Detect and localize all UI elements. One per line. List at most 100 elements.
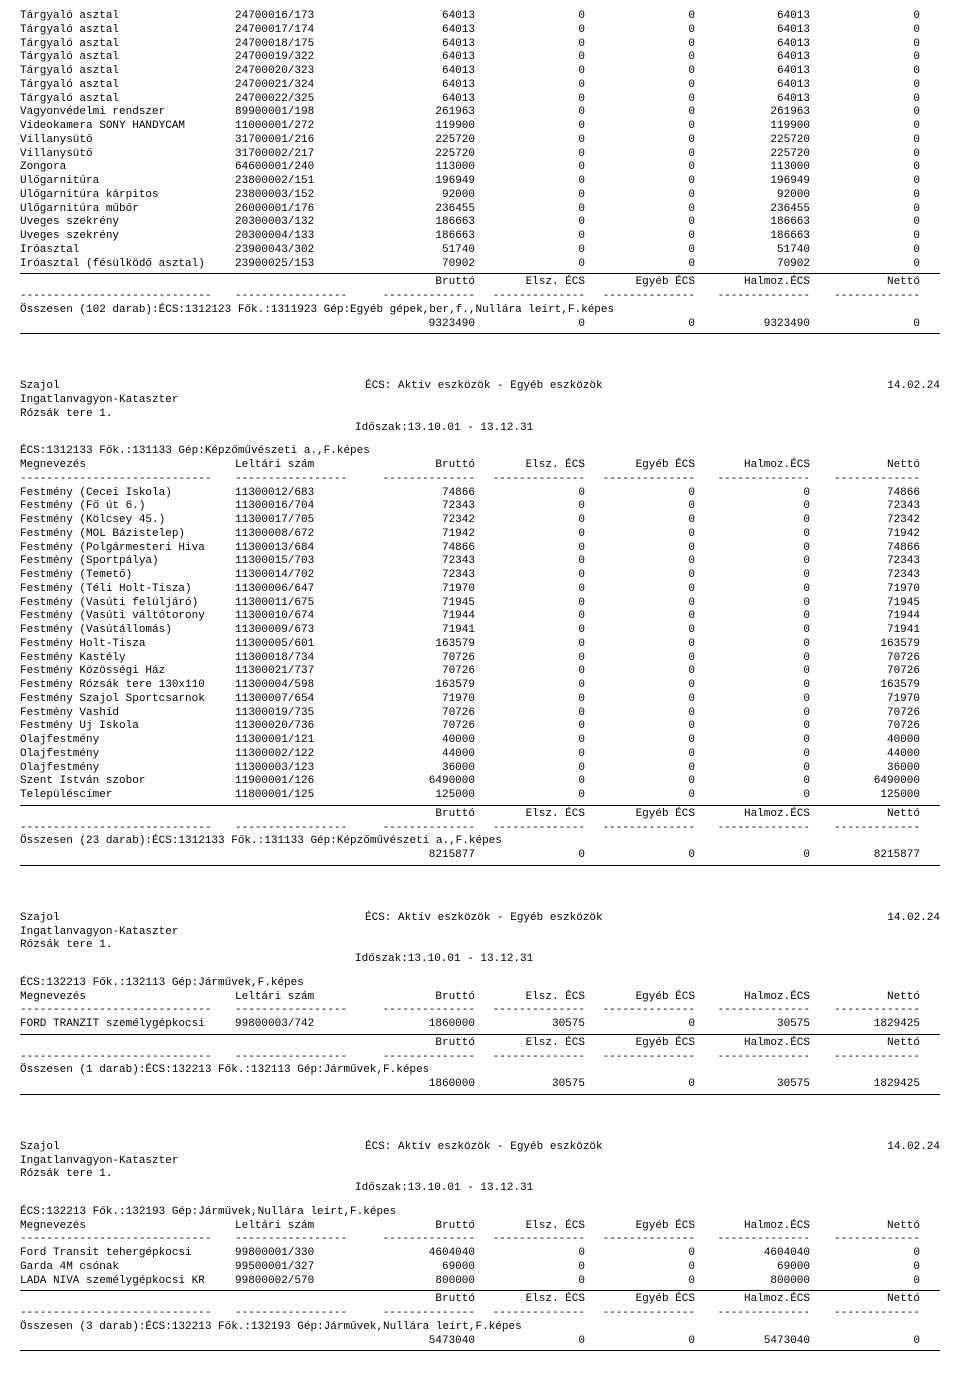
sum-row: 82158770008215877 [20, 849, 940, 863]
hdr-megnevezes: Megnevezés [20, 991, 235, 1005]
table-row: Íróasztal (fésülködő asztal)23900025/153… [20, 258, 940, 272]
hdr-elsz: Elsz. ÉCS [475, 1220, 585, 1234]
hdr-brutto: Bruttó [355, 1220, 475, 1234]
sum-line: Összesen (102 darab):ÉCS:1312123 Fők.:13… [20, 304, 940, 318]
page-subheader: Rózsák tere 1. [20, 408, 940, 422]
column-header: MegnevezésLeltári számBruttóElsz. ÉCSEgy… [20, 1220, 940, 1234]
table-row: Ülőgarnitúra kárpitos23800003/1529200000… [20, 189, 940, 203]
divider [20, 805, 940, 806]
sum-line: Összesen (1 darab):ÉCS:132213 Fők.:13211… [20, 1064, 940, 1078]
divider [20, 1034, 940, 1035]
page-header: SzajolÉCS: Aktív eszközök - Egyéb eszköz… [20, 1141, 940, 1155]
table-row: Tárgyaló asztal24700017/1746401300640130 [20, 24, 940, 38]
divider: ----------------------------------------… [20, 1051, 940, 1065]
divider [20, 1290, 940, 1291]
hdr-elsz: Elsz. ÉCS [475, 991, 585, 1005]
hdr-netto: Nettó [810, 991, 920, 1005]
table-row: Olajfestmény11300001/1214000000040000 [20, 734, 940, 748]
divider: ----------------------------------------… [20, 290, 940, 304]
page-header: SzajolÉCS: Aktív eszközök - Egyéb eszköz… [20, 380, 940, 394]
hdr-halmoz: Halmoz.ÉCS [695, 459, 810, 473]
table-row: Üveges szekrény20300004/1331866630018666… [20, 230, 940, 244]
divider: ----------------------------------------… [20, 822, 940, 836]
table-row: Festmény (Téli Holt-Tisza)11300006/64771… [20, 583, 940, 597]
hdr-egyeb: Egyéb ÉCS [585, 459, 695, 473]
hdr-leltari: Leltári szám [235, 459, 355, 473]
divider: ----------------------------------------… [20, 1307, 940, 1321]
divider: ----------------------------------------… [20, 1004, 940, 1018]
hdr-megnevezes: Megnevezés [20, 1220, 235, 1234]
table-row: Garda 4M csónak99500001/3276900000690000 [20, 1261, 940, 1275]
table-row: Településcímer11800001/12512500000012500… [20, 789, 940, 803]
group-title: ÉCS:132213 Fők.:132193 Gép:Járművek,Null… [20, 1206, 940, 1220]
hdr-brutto: Bruttó [355, 991, 475, 1005]
hdr-leltari: Leltári szám [235, 991, 355, 1005]
table-row: Festmény Új Iskola11300020/7367072600070… [20, 720, 940, 734]
page-header: SzajolÉCS: Aktív eszközök - Egyéb eszköz… [20, 912, 940, 926]
table-row: Festmény (Vasútállomás)11300009/67371941… [20, 624, 940, 638]
table-row: LADA NIVA személygépkocsi KR99800002/570… [20, 1275, 940, 1289]
table-row: Festmény Kastély11300018/734707260007072… [20, 652, 940, 666]
period-line: Időszak:13.10.01 - 13.12.31 [20, 1182, 940, 1196]
table-row: Ford Transit tehergépkocsi99800001/33046… [20, 1247, 940, 1261]
page-subheader: Rózsák tere 1. [20, 939, 940, 953]
hdr-egyeb: Egyéb ÉCS [585, 991, 695, 1005]
subtotal-header: BruttóElsz. ÉCSEgyéb ÉCSHalmoz.ÉCSNettó [20, 276, 940, 290]
sum-row: 1860000305750305751829425 [20, 1078, 940, 1092]
table-row: Tárgyaló asztal24700019/3226401300640130 [20, 51, 940, 65]
table-row: Festmény Rózsák tere 130x11011300004/598… [20, 679, 940, 693]
table-row: Festmény Közösségi Ház11300021/737707260… [20, 665, 940, 679]
subtotal-header: BruttóElsz. ÉCSEgyéb ÉCSHalmoz.ÉCSNettó [20, 1037, 940, 1051]
table-row: Festmény (MOL Bázistelep)11300008/672719… [20, 528, 940, 542]
hdr-halmoz: Halmoz.ÉCS [695, 991, 810, 1005]
table-row: Ülőgarnitúra23800002/151196949001969490 [20, 175, 940, 189]
page-subheader: Ingatlanvagyon-Kataszter [20, 394, 940, 408]
table-row: Villanysütő31700002/217225720002257200 [20, 148, 940, 162]
period-line: Időszak:13.10.01 - 13.12.31 [20, 953, 940, 967]
hdr-halmoz: Halmoz.ÉCS [695, 1220, 810, 1234]
divider [20, 1350, 940, 1351]
table-row: FORD TRANZIT személygépkocsi99800003/742… [20, 1018, 940, 1032]
page-subheader: Rózsák tere 1. [20, 1168, 940, 1182]
table-row: Festmény (Fő út 6.)11300016/704723430007… [20, 500, 940, 514]
table-row: Festmény (Cecei Iskola)11300012/68374866… [20, 487, 940, 501]
page-subheader: Ingatlanvagyon-Kataszter [20, 926, 940, 940]
table-row: Villanysütő31700001/216225720002257200 [20, 134, 940, 148]
divider: ----------------------------------------… [20, 473, 940, 487]
group-title: ÉCS:132213 Fők.:132113 Gép:Járművek,F.ké… [20, 977, 940, 991]
table-row: Vagyonvédelmi rendszer89900001/198261963… [20, 106, 940, 120]
sum-line: Összesen (3 darab):ÉCS:132213 Fők.:13219… [20, 1321, 940, 1335]
table-row: Festmény Szajol Sportcsarnok11300007/654… [20, 693, 940, 707]
table-row: Tárgyaló asztal24700016/1736401300640130 [20, 10, 940, 24]
period-line: Időszak:13.10.01 - 13.12.31 [20, 422, 940, 436]
sum-row: 93234900093234900 [20, 318, 940, 332]
table-row: Festmény (Sportpálya)11300015/7037234300… [20, 555, 940, 569]
table-row: Tárgyaló asztal24700018/1756401300640130 [20, 38, 940, 52]
subtotal-header: BruttóElsz. ÉCSEgyéb ÉCSHalmoz.ÉCSNettó [20, 1293, 940, 1307]
divider [20, 333, 940, 334]
sum-row: 54730400054730400 [20, 1335, 940, 1349]
hdr-elsz: Elsz. ÉCS [475, 459, 585, 473]
divider [20, 273, 940, 274]
column-header: MegnevezésLeltári számBruttóElsz. ÉCSEgy… [20, 991, 940, 1005]
column-header: MegnevezésLeltári számBruttóElsz. ÉCSEgy… [20, 459, 940, 473]
hdr-netto: Nettó [810, 1220, 920, 1234]
table-row: Ülőgarnitúra műbőr26000001/1762364550023… [20, 203, 940, 217]
sum-line: Összesen (23 darab):ÉCS:1312133 Fők.:131… [20, 835, 940, 849]
group-title: ÉCS:1312133 Fők.:131133 Gép:Képzőművésze… [20, 445, 940, 459]
divider: ----------------------------------------… [20, 1233, 940, 1247]
table-row: Festmény (Vasúti felüljáró)11300011/6757… [20, 597, 940, 611]
hdr-leltari: Leltári szám [235, 1220, 355, 1234]
table-row: Videokamera SONY HANDYCAM11000001/272119… [20, 120, 940, 134]
table-row: Festmény (Temető)11300014/70272343000723… [20, 569, 940, 583]
table-row: Üveges szekrény20300003/1321866630018666… [20, 216, 940, 230]
table-row: Szent István szobor11900001/126649000000… [20, 775, 940, 789]
table-row: Festmény (Kölcsey 45.)11300017/705723420… [20, 514, 940, 528]
table-row: Tárgyaló asztal24700021/3246401300640130 [20, 79, 940, 93]
table-row: Olajfestmény11300002/1224400000044000 [20, 748, 940, 762]
table-row: Zongora64600001/240113000001130000 [20, 161, 940, 175]
hdr-netto: Nettó [810, 459, 920, 473]
hdr-egyeb: Egyéb ÉCS [585, 1220, 695, 1234]
document-body: Tárgyaló asztal24700016/1736401300640130… [20, 10, 940, 1351]
table-row: Olajfestmény11300003/1233600000036000 [20, 762, 940, 776]
